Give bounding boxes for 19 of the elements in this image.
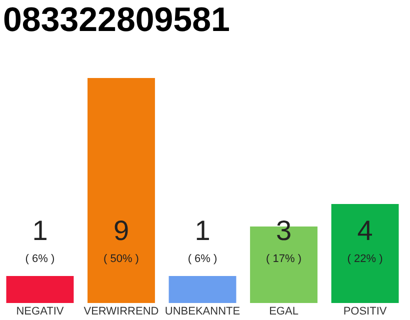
data-label: ( 6% ): [188, 253, 218, 265]
annotation: 1: [32, 215, 48, 246]
data-label: ( 50% ): [104, 253, 139, 265]
annotation: 9: [113, 215, 130, 246]
bar: [6, 276, 74, 303]
data-label: ( 6% ): [25, 253, 55, 265]
bar: [168, 276, 236, 303]
annotation: 1: [194, 215, 210, 246]
data-label: ( 22% ): [347, 253, 383, 265]
data-label: ( 17% ): [266, 253, 302, 265]
annotation: 4: [357, 215, 373, 246]
bar: [88, 78, 155, 303]
x-tick-label: VERWIRREND: [84, 306, 159, 318]
x-tick-label: POSITIV: [343, 306, 388, 318]
bar: [331, 204, 399, 303]
x-tick-label: NEGATIV: [16, 306, 64, 318]
chart-title: 083322809581: [3, 1, 230, 39]
x-tick-label: EGAL: [269, 306, 298, 318]
x-tick-label: UNBEKANNTE: [164, 306, 240, 318]
